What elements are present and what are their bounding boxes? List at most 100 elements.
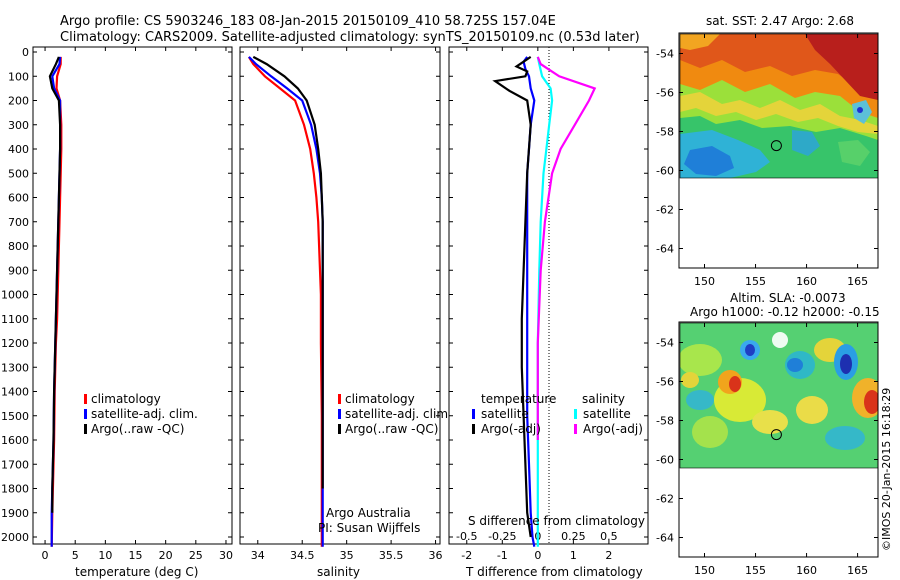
t-diff-tick-label: 0: [534, 549, 541, 562]
argo-float-marker: [770, 140, 782, 152]
salinity-axis-ticks: 34 34.5 35 35.5 36: [251, 47, 443, 562]
legend-swatch-t-satellite: [472, 409, 475, 419]
lon-tick-label: 165: [847, 564, 868, 577]
chart-title-line-1: Argo profile: CS 5903246_183 08-Jan-2015…: [60, 14, 556, 29]
depth-tick-label: 1500: [1, 410, 29, 423]
x-tick-label: 34: [251, 549, 265, 562]
depth-tick-label: 100: [8, 70, 29, 83]
series-line-argo-adj: [536, 56, 597, 440]
difference-panel: -2 -1 0 1 2-0.5 -0.25 0 0.25 0.5 S difference fr…: [448, 46, 649, 579]
depth-tick-label: 1800: [1, 483, 29, 496]
x-tick-label: 36: [429, 549, 443, 562]
legend-label-argo: Argo(..raw -QC): [91, 422, 184, 436]
depth-tick-label: 800: [8, 240, 29, 253]
series-line-climatology: [247, 56, 323, 547]
depth-tick-label: 1400: [1, 386, 29, 399]
t-diff-tick-label: -2: [461, 549, 472, 562]
sla-map-ticks: 150 155 160 165 -54 -56 -58 -60 -62 -64: [656, 323, 878, 577]
credit-line-1: Argo Australia: [326, 506, 411, 520]
temperature-axis-ticks: 0 5 10 15 20 25 30: [42, 47, 233, 562]
s-diff-tick-label: -0.25: [488, 530, 516, 543]
lat-tick-label: -54: [656, 48, 674, 61]
series-line-argo-raw-qc: [48, 56, 62, 513]
lat-tick-label: -60: [656, 454, 674, 467]
depth-tick-label: 1700: [1, 458, 29, 471]
legend-swatch-argo: [84, 424, 87, 434]
lon-tick-label: 150: [694, 275, 715, 288]
lat-tick-label: -54: [656, 337, 674, 350]
x-tick-label: 25: [189, 549, 203, 562]
difference-depth-ticks: [449, 51, 648, 538]
s-diff-tick-label: 0.25: [561, 530, 586, 543]
depth-tick-label: 1200: [1, 337, 29, 350]
depth-tick-label: 1600: [1, 434, 29, 447]
depth-tick-label: 500: [8, 167, 29, 180]
lat-tick-label: -64: [656, 532, 674, 545]
lat-tick-label: -62: [656, 204, 674, 217]
salinity-panel: 34 34.5 35 35.5 36 salinity climatology sate…: [239, 46, 452, 579]
lon-tick-label: 150: [694, 564, 715, 577]
sst-map-title: sat. SST: 2.47 Argo: 2.68: [706, 14, 854, 28]
lat-tick-label: -58: [656, 126, 674, 139]
depth-tick-label: 700: [8, 216, 29, 229]
depth-axis-ticks: 0 100 200 300 400 500 600 700 800 900 1000 1100 1200…: [1, 46, 232, 544]
lat-tick-label: -62: [656, 493, 674, 506]
legend-label-argo: Argo(..raw -QC): [345, 422, 438, 436]
sla-heatmap: [680, 323, 878, 468]
series-line-argo-adj: [492, 55, 532, 538]
credit-line-2: PI: Susan Wijffels: [318, 521, 420, 535]
depth-tick-label: 1100: [1, 313, 29, 326]
legend-label-satellite: satellite-adj. clim.: [91, 407, 198, 421]
sla-map-title: Altim. SLA: -0.0073: [730, 291, 846, 305]
legend-swatch-climatology: [338, 394, 341, 404]
x-tick-label: 15: [129, 549, 143, 562]
sst-map-ticks: 150 155 160 165 -54 -56 -58 -60 -62 -64: [656, 34, 878, 288]
s-diff-tick-label: 0.5: [600, 530, 618, 543]
x-tick-label: 5: [72, 549, 79, 562]
t-diff-tick-label: 2: [605, 549, 612, 562]
legend-swatch-climatology: [84, 394, 87, 404]
sla-map-subtitle: Argo h1000: -0.12 h2000: -0.15: [690, 305, 880, 319]
legend-label-s-argo: Argo(-adj): [583, 422, 643, 436]
depth-tick-label: 1900: [1, 507, 29, 520]
salinity-legend: climatology satellite-adj. clim. Argo(..…: [338, 392, 452, 436]
s-difference-label: S difference from climatology: [468, 514, 645, 528]
x-tick-label: 0: [42, 549, 49, 562]
sla-map-frame: [678, 321, 879, 558]
temperature-x-label: temperature (deg C): [75, 565, 198, 579]
temperature-plot-frame: [32, 46, 233, 545]
sst-map-frame: [678, 32, 879, 269]
s-diff-tick-label: -0.5: [456, 530, 477, 543]
temperature-legend: climatology satellite-adj. clim. Argo(..…: [84, 392, 198, 436]
legend-title-temperature: temperature: [481, 392, 556, 406]
t-difference-label: T difference from climatology: [465, 565, 643, 579]
sla-map-panel: Altim. SLA: -0.0073 Argo h1000: -0.12 h2…: [656, 291, 880, 577]
x-tick-label: 20: [159, 549, 173, 562]
legend-label-satellite: satellite-adj. clim.: [345, 407, 452, 421]
legend-label-s-satellite: satellite: [583, 407, 631, 421]
legend-swatch-satellite: [84, 409, 87, 419]
depth-tick-label: 0: [22, 46, 29, 59]
depth-tick-label: 1000: [1, 289, 29, 302]
x-tick-label: 35.5: [379, 549, 404, 562]
lat-tick-label: -60: [656, 165, 674, 178]
temperature-panel: 0100200300400500600700800900100011001200…: [1, 46, 233, 579]
lat-tick-label: -64: [656, 243, 674, 256]
t-diff-tick-label: -1: [497, 549, 508, 562]
lon-tick-label: 160: [796, 564, 817, 577]
depth-tick-label: 600: [8, 192, 29, 205]
legend-label-climatology: climatology: [345, 392, 415, 406]
legend-swatch-satellite: [338, 409, 341, 419]
legend-label-t-argo: Argo(-adj): [481, 422, 541, 436]
salinity-x-label: salinity: [317, 565, 360, 579]
lat-tick-label: -56: [656, 376, 674, 389]
salinity-plot-frame: [239, 46, 441, 545]
legend-swatch-argo: [338, 424, 341, 434]
depth-tick-label: 400: [8, 143, 29, 156]
lon-tick-label: 155: [745, 275, 766, 288]
imos-timestamp: ©IMOS 20-Jan-2015 16:18:29: [880, 388, 893, 551]
depth-tick-label: 900: [8, 264, 29, 277]
lon-tick-label: 160: [796, 275, 817, 288]
legend-label-climatology: climatology: [91, 392, 161, 406]
